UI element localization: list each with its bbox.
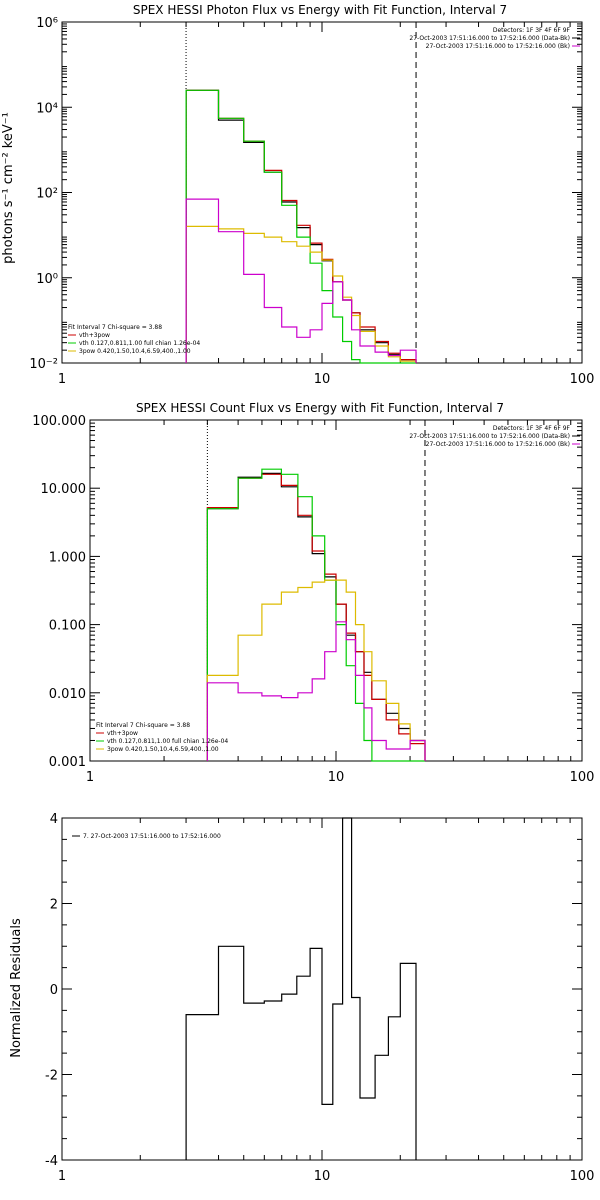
count-flux-legend-entry: 27-Oct-2003 17:51:16.000 to 17:52:16.000… <box>409 433 570 440</box>
photon-flux-y-tick-label: 10² <box>36 187 58 202</box>
count-flux-y-tick-label: 0.001 <box>49 755 86 770</box>
photon-flux-series-data-bk <box>185 89 417 363</box>
photon-flux-y-tick-label: 10⁴ <box>36 101 58 116</box>
photon-flux-legend-entry: vth 0.127,0.811,1.00 full chian 1.26e-04 <box>79 340 200 347</box>
count-flux-series-3pow <box>206 579 426 761</box>
count-flux-x-tick-label: 1 <box>86 770 94 785</box>
count-flux-title: SPEX HESSI Count Flux vs Energy with Fit… <box>136 401 504 415</box>
photon-flux-legend-entry: 3pow 0.420,1.50,10.4,6.59,400.,1.00 <box>79 348 191 355</box>
photon-flux-x-tick-label: 10 <box>314 372 331 387</box>
count-flux-x-tick-label: 10 <box>328 770 345 785</box>
count-flux-series-vth-3pow <box>206 473 426 761</box>
photon-flux-series-bk <box>185 198 417 363</box>
count-flux-legend-entry: vth 0.127,0.811,1.00 full chian 1.26e-04 <box>107 738 228 745</box>
residuals-y-axis-label: Normalized Residuals <box>9 918 24 1058</box>
count-flux-x-tick-label: 100 <box>570 770 595 785</box>
count-flux-y-tick-label: 100.000 <box>32 414 86 429</box>
residuals-y-tick-label: 4 <box>50 812 58 827</box>
count-flux-legend-entry: vth+3pow <box>107 730 138 737</box>
photon-flux-legend-top-header: Detectors: 1F 3F 4F 6F 9F <box>493 27 571 34</box>
photon-flux-x-tick-label: 100 <box>570 372 595 387</box>
residuals-panel: Normalized Residuals 1 10 100 -4 -2 0 2 4 7. 27-… <box>9 812 594 1184</box>
count-flux-panel: SPEX HESSI Count Flux vs Energy with Fit… <box>32 401 594 785</box>
photon-flux-series-vth <box>185 89 416 364</box>
photon-flux-series-3pow <box>185 225 417 363</box>
count-flux-legend-entry: 27-Oct-2003 17:51:16.000 to 17:52:16.000… <box>426 441 570 448</box>
photon-flux-legend-bottom-header: Fit Interval 7 Chi-square = 3.88 <box>68 324 162 331</box>
photon-flux-y-tick-label: 10⁻² <box>29 357 58 372</box>
residuals-x-tick-label: 100 <box>570 1169 595 1184</box>
residuals-series-residuals <box>185 817 417 1160</box>
photon-flux-x-tick-label: 1 <box>58 372 66 387</box>
count-flux-legend-bottom-header: Fit Interval 7 Chi-square = 3.88 <box>96 722 190 729</box>
residuals-x-tick-label: 10 <box>314 1169 331 1184</box>
residuals-y-tick-label: 0 <box>50 983 58 998</box>
count-flux-y-tick-label: 1.000 <box>49 550 86 565</box>
residuals-y-tick-label: 2 <box>50 898 58 913</box>
photon-flux-legend-entry: vth+3pow <box>79 332 110 339</box>
count-flux-y-tick-label: 0.010 <box>49 687 86 702</box>
photon-flux-legend-entry: 27-Oct-2003 17:51:16.000 to 17:52:16.000… <box>409 35 570 42</box>
photon-flux-y-axis-label: photons s⁻¹ cm⁻² keV⁻¹ <box>1 112 16 264</box>
photon-flux-legend-entry: 27-Oct-2003 17:51:16.000 to 17:52:16.000… <box>426 43 570 50</box>
count-flux-y-tick-label: 0.100 <box>49 619 86 634</box>
photon-flux-y-tick-label: 10⁶ <box>36 16 58 31</box>
count-flux-y-tick-label: 10.000 <box>41 482 87 497</box>
residuals-y-tick-label: -4 <box>45 1154 58 1169</box>
count-flux-legend-top-header: Detectors: 1F 3F 4F 6F 9F <box>493 425 571 432</box>
residuals-x-tick-label: 1 <box>58 1169 66 1184</box>
count-flux-series-bk <box>206 621 426 761</box>
photon-flux-y-tick-label: 10⁰ <box>36 272 58 287</box>
photon-flux-title: SPEX HESSI Photon Flux vs Energy with Fi… <box>133 3 507 17</box>
residuals-y-tick-label: -2 <box>45 1069 58 1084</box>
photon-flux-panel: SPEX HESSI Photon Flux vs Energy with Fi… <box>1 3 594 387</box>
residuals-legend-entry: 7. 27-Oct-2003 17:51:16.000 to 17:52:16.… <box>83 833 221 840</box>
count-flux-legend-entry: 3pow 0.420,1.50,10.4,6.59,400.,1.00 <box>107 746 219 753</box>
